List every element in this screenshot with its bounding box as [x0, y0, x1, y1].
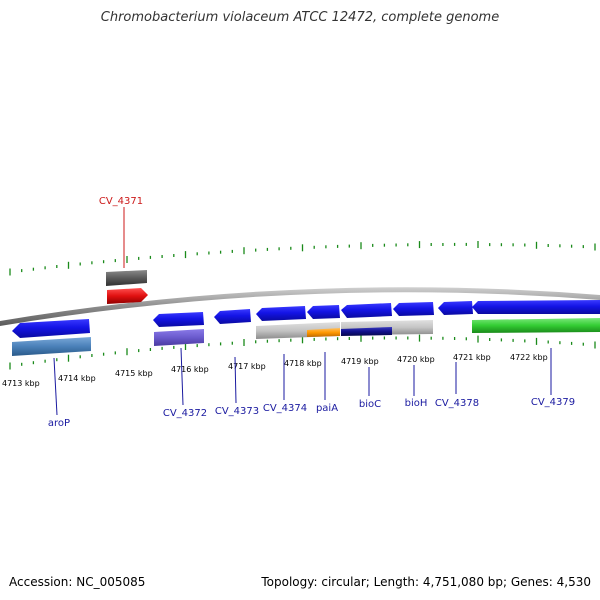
genome-summary-label: Topology: circular; Length: 4,751,080 bp… [261, 575, 591, 589]
genome-backbone [0, 287, 600, 326]
gene-label-connectors [53, 207, 552, 416]
scale-label: 4719 kbp [341, 357, 379, 366]
gene-label-arop[interactable]: aroP [48, 418, 70, 429]
gene-label-cv-4374[interactable]: CV_4374 [263, 403, 307, 414]
gene-cv-4372-arrow[interactable] [153, 312, 204, 327]
gene-label-bioh[interactable]: bioH [405, 398, 428, 409]
feature-navy[interactable] [341, 327, 392, 336]
gene-label-paia[interactable]: paiA [316, 403, 338, 414]
scale-labels: 4713 kbp 4714 kbp 4715 kbp 4716 kbp 4717… [2, 353, 548, 388]
gene-cv-4379-arrow[interactable] [472, 300, 600, 314]
gene-paia-arrow[interactable] [307, 305, 340, 319]
feature-orange[interactable] [307, 328, 340, 337]
gene-label-cv-4379[interactable]: CV_4379 [531, 397, 575, 408]
gene-label-cv-4373[interactable]: CV_4373 [215, 406, 259, 417]
gene-label-cv-4371[interactable]: CV_4371 [99, 196, 143, 207]
gene-label-cv-4372[interactable]: CV_4372 [163, 408, 207, 419]
gene-label-bioc[interactable]: bioC [359, 399, 381, 410]
gene-cv-4374-arrow[interactable] [256, 306, 306, 321]
gene-label-cv-4378[interactable]: CV_4378 [435, 398, 479, 409]
gene-cv-4371-arrow[interactable] [107, 288, 148, 304]
feature-green[interactable] [472, 318, 600, 333]
scale-label: 4713 kbp [2, 379, 40, 388]
gene-cv-4378-arrow[interactable] [438, 301, 473, 315]
scale-label: 4722 kbp [510, 353, 548, 362]
gene-cv-4373-arrow[interactable] [214, 309, 251, 324]
gene-bioc-arrow[interactable] [341, 303, 392, 318]
scale-label: 4716 kbp [171, 365, 209, 374]
outer-tick-marks [9, 241, 596, 276]
map-title: Chromobacterium violaceum ATCC 12472, co… [100, 10, 500, 25]
gene-arop-arrow[interactable] [12, 319, 90, 338]
gene-bioh-arrow[interactable] [393, 302, 434, 316]
feature-steelblue[interactable] [12, 337, 91, 356]
scale-label: 4715 kbp [115, 369, 153, 378]
scale-label: 4718 kbp [284, 359, 322, 368]
pseudo-gene-feature[interactable] [106, 270, 147, 286]
scale-label: 4721 kbp [453, 353, 491, 362]
scale-label: 4720 kbp [397, 355, 435, 364]
feature-purple[interactable] [154, 329, 204, 346]
inner-tick-marks [9, 334, 596, 370]
accession-label: Accession: NC_005085 [9, 575, 146, 589]
scale-label: 4714 kbp [58, 374, 96, 383]
scale-label: 4717 kbp [228, 362, 266, 371]
